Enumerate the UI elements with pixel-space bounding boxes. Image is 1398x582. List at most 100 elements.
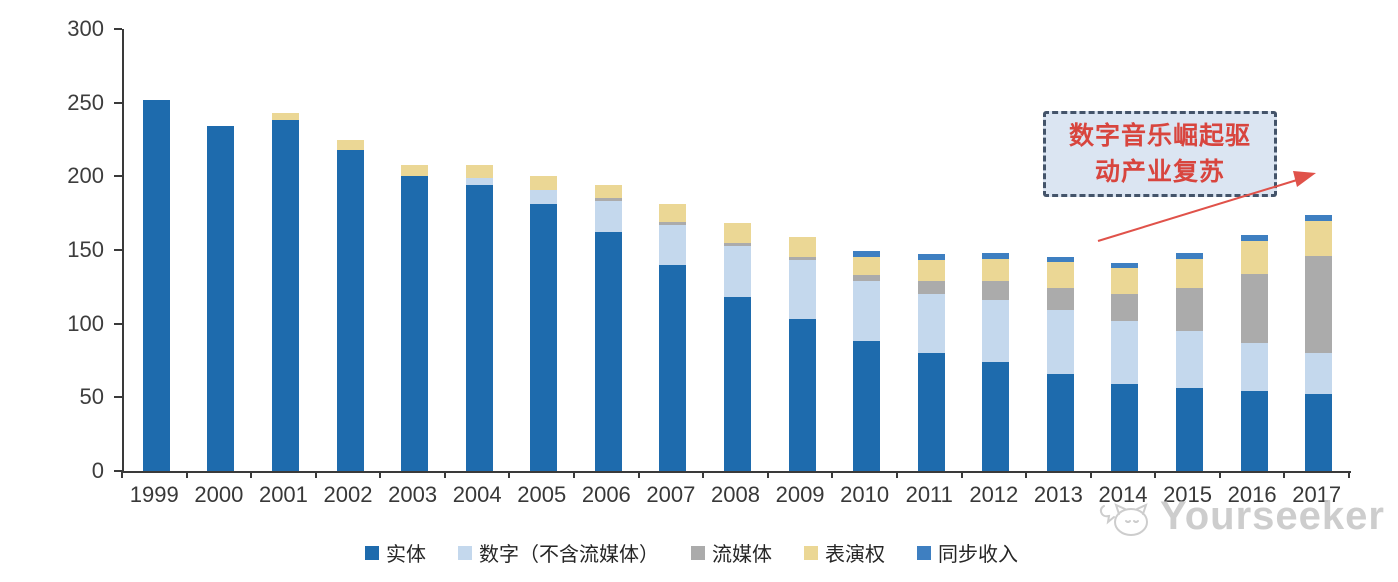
- y-axis-tick: [114, 396, 122, 399]
- y-axis-tick: [114, 470, 122, 472]
- bar-segment-2011: [917, 254, 945, 261]
- x-axis-label-2009: 2009: [775, 482, 825, 507]
- bar-segment-2013: [1046, 257, 1074, 262]
- bar-segment-2017: [1305, 394, 1333, 471]
- x-axis-label-2017: 2017: [1292, 482, 1342, 507]
- y-axis-label: 150: [67, 237, 104, 262]
- bar-segment-2010: [853, 280, 881, 342]
- x-axis-label-2016: 2016: [1227, 482, 1277, 507]
- y-axis-tick: [114, 28, 122, 30]
- x-axis-label-2000: 2000: [194, 482, 244, 507]
- bar-segment-2005: [530, 189, 558, 205]
- bar-segment-2010: [853, 341, 881, 471]
- bar-segment-2016: [1240, 391, 1268, 471]
- bar-segment-2013: [1046, 310, 1074, 374]
- legend-label: 同步收入: [938, 544, 1018, 566]
- x-axis-tick: [637, 471, 640, 478]
- bar-segment-2017: [1305, 353, 1333, 395]
- x-axis-label-2005: 2005: [517, 482, 567, 507]
- x-axis-label-2007: 2007: [646, 482, 696, 507]
- x-axis-label-2015: 2015: [1163, 482, 1213, 507]
- bar-segment-2009: [788, 257, 816, 261]
- x-axis-label-2010: 2010: [840, 482, 890, 507]
- x-axis-label-2006: 2006: [581, 482, 631, 507]
- bar-segment-2017: [1305, 214, 1333, 221]
- legend-swatch-icon: [691, 545, 705, 560]
- bar-segment-2013: [1046, 288, 1074, 311]
- y-axis-tick: [114, 101, 122, 104]
- y-axis-label: 200: [67, 163, 104, 189]
- legend-swatch-icon: [458, 545, 472, 560]
- legend: 实体 数字（不含流媒体） 流媒体 表演权 同步收入: [365, 538, 1018, 567]
- bar-segment-2006: [594, 201, 622, 233]
- x-axis-label-2013: 2013: [1033, 482, 1083, 507]
- x-axis-tick: [508, 471, 511, 478]
- legend-swatch-icon: [917, 545, 931, 560]
- plot-area: [122, 29, 1351, 473]
- y-axis-label: 100: [67, 310, 104, 336]
- bar-segment-2009: [788, 319, 816, 471]
- bar-segment-2007: [659, 264, 687, 471]
- bar-segment-2006: [594, 198, 622, 202]
- bar-segment-2012: [982, 300, 1010, 362]
- bar-segment-2012: [982, 258, 1010, 281]
- bar-segment-2013: [1046, 261, 1074, 289]
- bar-segment-2001: [271, 120, 299, 471]
- annotation-line1: 数字音乐崛起驱: [1068, 122, 1251, 150]
- bar-segment-1999: [142, 99, 170, 471]
- bar-segment-2015: [1176, 288, 1204, 332]
- y-axis-label: 0: [91, 458, 104, 483]
- legend-label: 表演权: [825, 544, 885, 566]
- x-axis-label-2008: 2008: [711, 482, 760, 507]
- y-axis-label: 250: [67, 89, 104, 115]
- x-axis-tick: [1154, 471, 1157, 478]
- bar-segment-2017: [1305, 255, 1333, 354]
- bar-segment-2014: [1111, 263, 1139, 268]
- x-axis-tick: [766, 471, 769, 478]
- legend-item-4: 同步收入: [917, 538, 1018, 567]
- x-axis-label-2001: 2001: [258, 482, 308, 507]
- bar-segment-2011: [917, 353, 945, 471]
- legend-label: 实体: [386, 544, 426, 566]
- x-axis-label-2002: 2002: [323, 482, 373, 507]
- watermark: Yourseeker: [1098, 492, 1385, 540]
- y-axis-tick: [114, 175, 122, 178]
- legend-item-1: 数字（不含流媒体）: [458, 538, 659, 567]
- bar-segment-2014: [1111, 267, 1139, 295]
- bar-segment-2003: [401, 164, 429, 177]
- legend-item-0: 实体: [365, 538, 426, 567]
- y-axis-tick: [114, 322, 122, 325]
- bar-segment-2007: [659, 224, 687, 265]
- bar-segment-2012: [982, 361, 1010, 471]
- y-axis-tick: [114, 249, 122, 251]
- x-axis-tick: [1025, 471, 1028, 478]
- x-axis-label-2011: 2011: [905, 482, 953, 507]
- x-axis-tick: [831, 471, 834, 478]
- x-axis-tick: [1089, 471, 1092, 478]
- bar-segment-2011: [917, 260, 945, 281]
- legend-label: 流媒体: [712, 544, 772, 566]
- bar-segment-2015: [1176, 258, 1204, 289]
- bar-segment-2012: [982, 280, 1010, 301]
- x-axis-tick: [379, 471, 382, 478]
- x-axis-tick: [121, 471, 123, 478]
- bar-segment-2007: [659, 222, 687, 225]
- x-axis-label-2004: 2004: [452, 482, 502, 507]
- bar-segment-2011: [917, 280, 945, 295]
- bar-segment-2010: [853, 275, 881, 281]
- bar-segment-2016: [1240, 235, 1268, 242]
- bar-segment-2007: [659, 204, 687, 222]
- x-axis-tick: [443, 471, 446, 478]
- x-axis-label-2014: 2014: [1098, 482, 1148, 507]
- bar-segment-2001: [271, 112, 299, 121]
- bar-segment-2014: [1111, 320, 1139, 385]
- x-axis-tick: [185, 471, 188, 478]
- bar-segment-2008: [724, 242, 751, 246]
- legend-swatch-icon: [804, 545, 818, 560]
- bar-segment-2005: [530, 204, 558, 471]
- bar-segment-2012: [982, 252, 1010, 259]
- annotation-callout: 数字音乐崛起驱 动产业复苏: [1043, 111, 1277, 197]
- x-axis-tick: [960, 471, 963, 478]
- bar-segment-2008: [724, 297, 751, 471]
